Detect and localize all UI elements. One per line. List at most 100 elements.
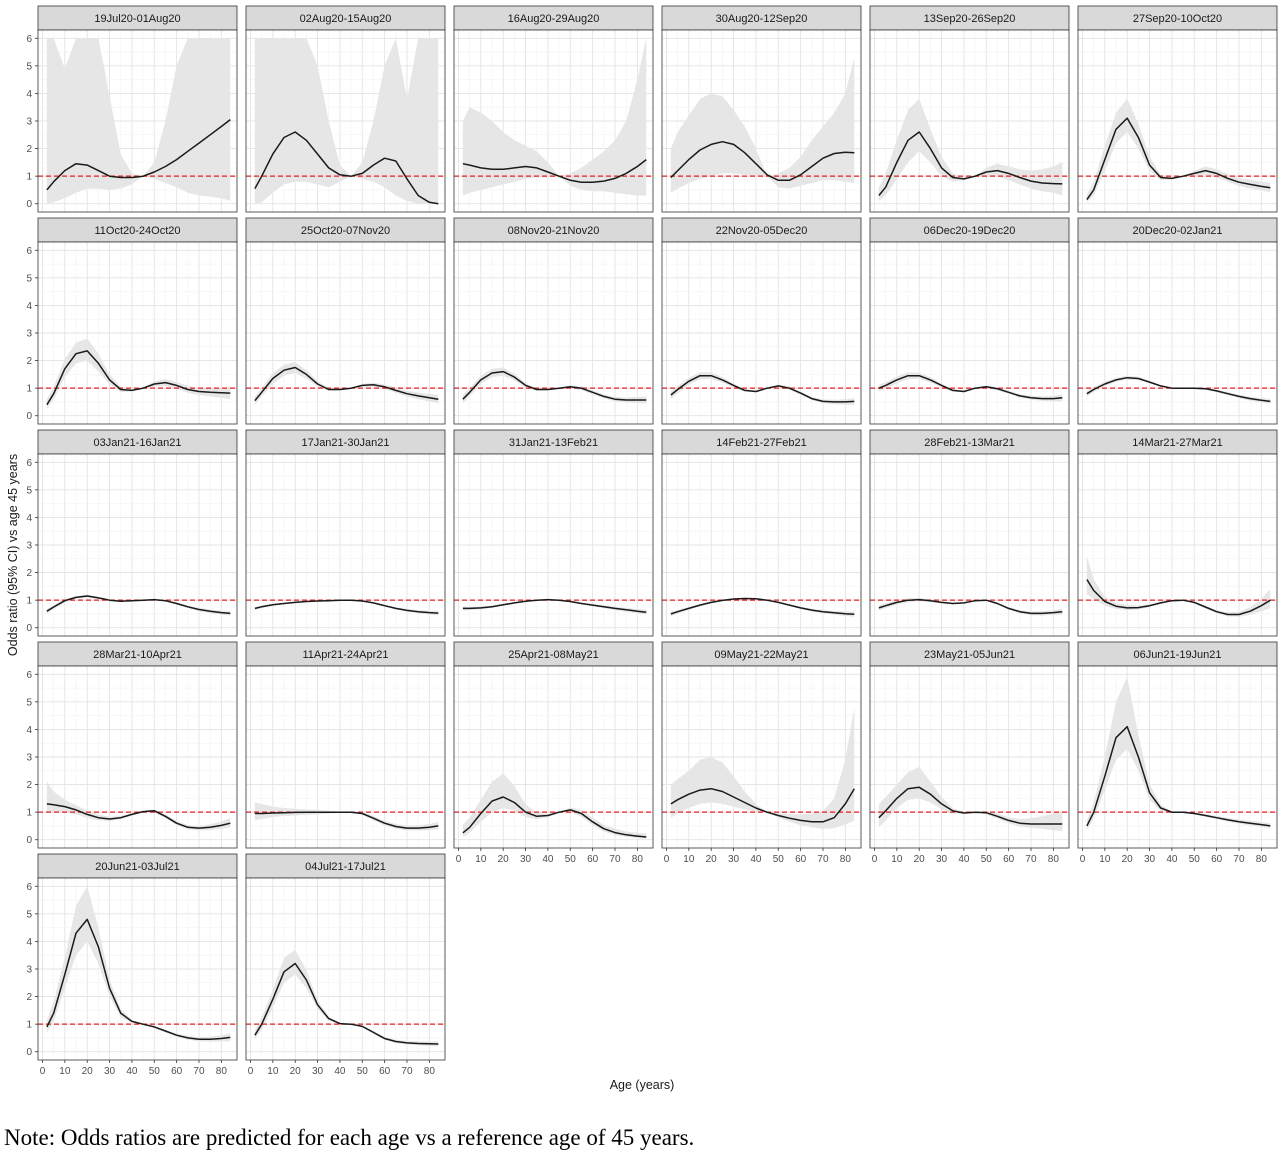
x-tick-label: 70 [817, 854, 829, 865]
x-tick-label: 30 [728, 854, 740, 865]
facet-strip [453, 429, 654, 455]
facet-strip [37, 853, 238, 879]
y-tick-label: 4 [26, 725, 32, 736]
y-tick-label: 0 [26, 199, 32, 210]
facet-panel: 25Apr21-08May21 0 10 20 30 40 50 60 70 80 [453, 641, 654, 865]
x-tick-label: 70 [1233, 854, 1245, 865]
odds-ratio-line [1086, 725, 1271, 827]
odds-ratio-line [46, 119, 231, 191]
panel-border [245, 241, 446, 425]
facet-strip-label: 28Feb21-13Mar21 [924, 437, 1015, 449]
x-tick-label: 60 [171, 1066, 183, 1077]
x-tick-label: 0 [664, 854, 670, 865]
y-tick-label: 3 [26, 965, 32, 976]
facet-panels: 19Jul20-01Aug20 0 1 2 3 4 5 6 02Aug20-15Aug20 16A… [26, 5, 1278, 1077]
x-tick-label: 20 [290, 1066, 302, 1077]
y-tick-label: 2 [26, 568, 32, 579]
confidence-ribbon [462, 38, 647, 196]
panel-border [869, 29, 1070, 213]
y-tick-label: 1 [26, 1020, 32, 1031]
odds-ratio-line [670, 374, 855, 403]
facet-strip [661, 5, 862, 31]
y-tick-label: 2 [26, 144, 32, 155]
facet-strip [869, 641, 1070, 667]
facet-strip [1077, 429, 1278, 455]
odds-ratio-line [878, 598, 1063, 615]
gridlines [870, 454, 1069, 636]
odds-ratio-line [670, 140, 855, 182]
y-tick-label: 6 [26, 882, 32, 893]
facet-strip-label: 03Jan21-16Jan21 [93, 437, 181, 449]
facet-strip-label: 27Sep20-10Oct20 [1133, 13, 1222, 25]
panel-border [1077, 453, 1278, 637]
panel-border [245, 877, 446, 1061]
confidence-ribbon [670, 597, 855, 617]
facet-panel: 28Mar21-10Apr21 0 1 2 3 4 5 6 [26, 641, 238, 849]
x-tick-label: 10 [59, 1066, 71, 1077]
panel-border [1077, 665, 1278, 849]
gridlines [662, 242, 861, 424]
x-tick-label: 70 [1025, 854, 1037, 865]
facet-strip-label: 16Aug20-29Aug20 [508, 13, 600, 25]
facet-strip [245, 429, 446, 455]
odds-ratio-line [254, 962, 439, 1045]
confidence-ribbon [46, 38, 231, 204]
x-tick-label: 0 [1080, 854, 1086, 865]
facet-strip-label: 11Oct20-24Oct20 [94, 225, 180, 237]
facet-strip [453, 217, 654, 243]
confidence-ribbon [46, 781, 231, 831]
panel-border [453, 29, 654, 213]
facet-panel: 27Sep20-10Oct20 [1077, 5, 1278, 213]
y-tick-label: 6 [26, 670, 32, 681]
y-tick-label: 6 [26, 34, 32, 45]
facet-strip [661, 217, 862, 243]
odds-ratio-line [462, 796, 647, 838]
x-tick-label: 40 [334, 1066, 346, 1077]
panel-border [453, 665, 654, 849]
x-tick-label: 40 [958, 854, 970, 865]
facet-strip [245, 5, 446, 31]
confidence-ribbon [46, 886, 231, 1042]
facet-strip-label: 28Mar21-10Apr21 [93, 649, 182, 661]
panel-border [661, 29, 862, 213]
odds-ratio-line [1086, 117, 1271, 201]
facet-strip-label: 25Oct20-07Nov20 [301, 225, 390, 237]
x-tick-label: 0 [248, 1066, 254, 1077]
x-tick-label: 30 [312, 1066, 324, 1077]
y-tick-label: 4 [26, 301, 32, 312]
odds-ratio-line [254, 811, 439, 829]
y-tick-label: 4 [26, 89, 32, 100]
facet-panel: 17Jan21-30Jan21 [245, 429, 446, 637]
odds-ratio-line [46, 350, 231, 406]
y-tick-label: 3 [26, 753, 32, 764]
facet-strip-label: 25Apr21-08May21 [508, 649, 599, 661]
facet-strip-label: 06Jun21-19Jun21 [1133, 649, 1221, 661]
y-tick-label: 5 [26, 909, 32, 920]
y-tick-label: 0 [26, 835, 32, 846]
x-tick-label: 50 [149, 1066, 161, 1077]
odds-ratio-line [254, 599, 439, 614]
odds-ratio-line [878, 131, 1063, 196]
x-tick-label: 10 [475, 854, 487, 865]
facet-strip [245, 217, 446, 243]
x-tick-label: 50 [981, 854, 993, 865]
panel-border [245, 29, 446, 213]
y-tick-label: 1 [26, 596, 32, 607]
y-tick-label: 0 [26, 1047, 32, 1058]
x-tick-label: 20 [498, 854, 510, 865]
odds-ratio-line [878, 374, 1063, 400]
confidence-ribbon [254, 802, 439, 831]
facet-panel: 16Aug20-29Aug20 [453, 5, 654, 213]
panel-border [453, 453, 654, 637]
y-tick-label: 5 [26, 697, 32, 708]
x-tick-label: 80 [840, 854, 852, 865]
facet-strip [453, 5, 654, 31]
gridlines [246, 454, 445, 636]
y-tick-label: 3 [26, 329, 32, 340]
facet-panel: 14Feb21-27Feb21 [661, 429, 862, 637]
facet-panel: 11Oct20-24Oct20 0 1 2 3 4 5 6 [26, 217, 238, 425]
x-tick-label: 50 [773, 854, 785, 865]
confidence-ribbon [1086, 677, 1271, 831]
panel-border [869, 453, 1070, 637]
